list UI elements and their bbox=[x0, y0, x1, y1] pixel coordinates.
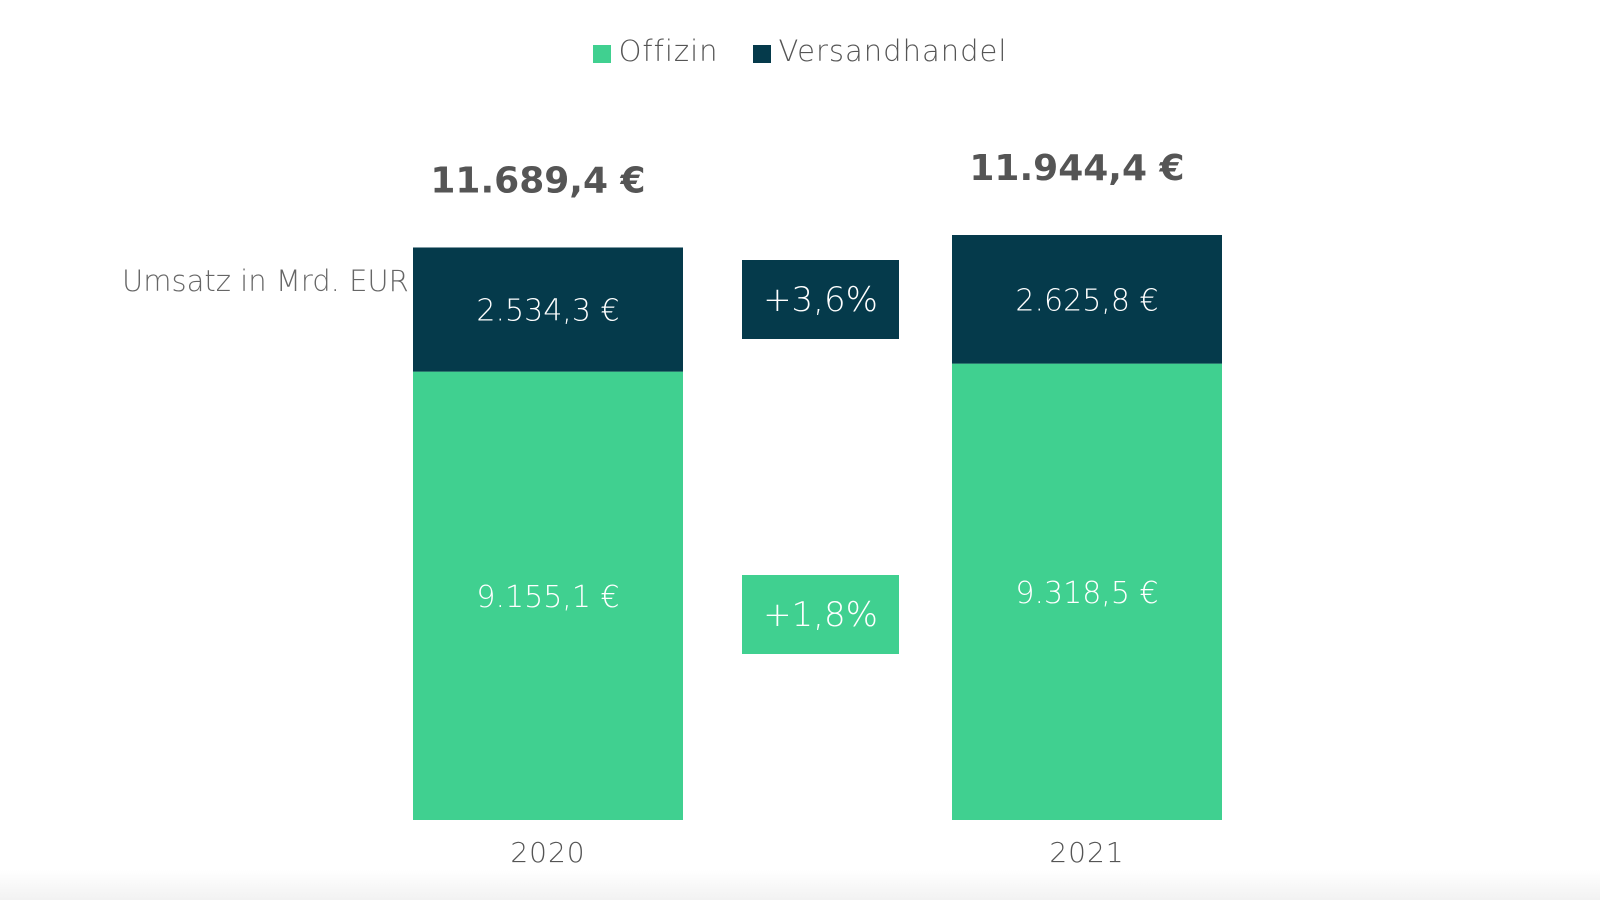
legend-item-offizin: Offizin bbox=[592, 34, 719, 68]
growth-label-offizin: +1,8% bbox=[763, 595, 878, 635]
legend-swatch-offizin bbox=[592, 45, 611, 63]
legend-swatch-versandhandel bbox=[752, 45, 771, 63]
growth-box-versandhandel bbox=[742, 260, 899, 339]
legend: Offizin Versandhandel bbox=[0, 34, 1600, 68]
legend-label-offizin: Offizin bbox=[618, 34, 719, 68]
legend-item-versandhandel: Versandhandel bbox=[752, 34, 1008, 68]
bar-versandhandel-2020 bbox=[413, 247, 683, 372]
bar-label-versandhandel-2020: 2.534,3 € bbox=[476, 294, 619, 329]
x-tick-2021: 2021 bbox=[1049, 836, 1124, 869]
bar-label-offizin-2020: 9.155,1 € bbox=[476, 580, 619, 615]
bar-label-offizin-2021: 9.318,5 € bbox=[1015, 576, 1158, 611]
bar-versandhandel-2021 bbox=[952, 235, 1222, 364]
legend-label-versandhandel: Versandhandel bbox=[778, 34, 1008, 68]
growth-label-versandhandel: +3,6% bbox=[763, 280, 878, 320]
total-label-2021: 11.944,4 € bbox=[969, 148, 1184, 189]
bar-label-versandhandel-2021: 2.625,8 € bbox=[1015, 283, 1158, 318]
bar-offizin-2020 bbox=[413, 371, 683, 820]
bar-offizin-2021 bbox=[952, 363, 1222, 820]
bottom-fade bbox=[0, 870, 1600, 900]
y-axis-label: Umsatz in Mrd. EUR bbox=[122, 264, 409, 298]
total-label-2020: 11.689,4 € bbox=[430, 160, 645, 201]
x-tick-2020: 2020 bbox=[510, 836, 585, 869]
growth-box-offizin bbox=[742, 575, 899, 654]
